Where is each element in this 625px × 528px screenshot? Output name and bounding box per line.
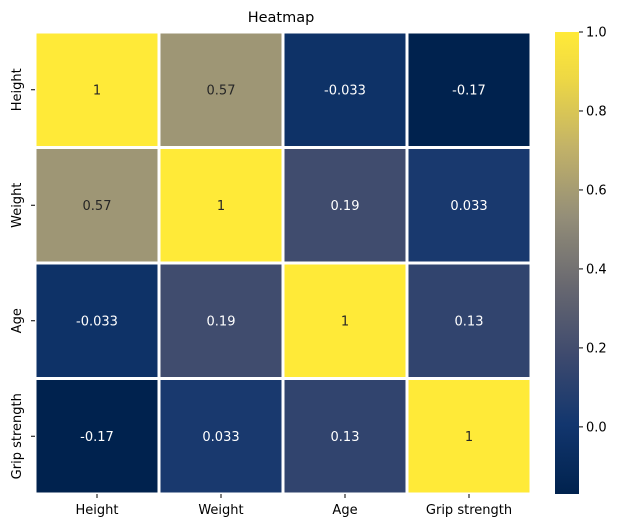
x-tick-label: Weight <box>198 503 243 518</box>
chart-title: Heatmap <box>248 10 315 26</box>
cell-label: 0.19 <box>207 314 236 329</box>
heatmap-cell <box>405 30 533 149</box>
x-tick-label: Height <box>76 503 119 518</box>
cell-label: 0.57 <box>207 83 236 98</box>
heatmap-cells: 1 0.57 -0.033 -0.17 0.57 1 0.19 0.033 -0.033 0.19… <box>33 30 533 496</box>
heatmap-cell <box>157 146 285 265</box>
heatmap-cell <box>405 146 533 265</box>
x-axis: Height Weight Age Grip strength <box>76 494 512 518</box>
colorbar-tick-label: 1.0 <box>586 26 607 41</box>
heatmap-cell <box>157 30 285 149</box>
cell-label: 1 <box>341 314 349 329</box>
cell-label: 0.13 <box>455 314 484 329</box>
heatmap-cell <box>157 261 285 380</box>
colorbar-tick-label: 0.4 <box>586 262 607 277</box>
heatmap-cell <box>157 377 285 496</box>
colorbar-tick-label: 0.8 <box>586 104 607 119</box>
cell-label: 0.57 <box>83 199 112 214</box>
cell-label: -0.17 <box>80 430 114 445</box>
cell-label: -0.17 <box>452 83 486 98</box>
heatmap-cell <box>405 261 533 380</box>
cell-label: 1 <box>217 199 225 214</box>
cell-label: 0.033 <box>450 199 487 214</box>
cell-label: -0.033 <box>324 83 366 98</box>
heatmap-cell <box>405 377 533 496</box>
y-tick-label: Weight <box>10 183 25 228</box>
cell-label: 0.19 <box>331 199 360 214</box>
cell-label: -0.033 <box>76 314 118 329</box>
y-tick-label: Age <box>10 308 25 333</box>
y-tick-label: Grip strength <box>10 393 25 479</box>
y-tick-label: Height <box>10 68 25 111</box>
colorbar-tick-label: 0.2 <box>586 341 607 356</box>
x-tick-label: Grip strength <box>426 503 512 518</box>
colorbar-tick-label: 0.0 <box>586 420 607 435</box>
x-tick-label: Age <box>332 503 357 518</box>
colorbar-gradient <box>555 32 579 494</box>
cell-label: 0.13 <box>331 430 360 445</box>
cell-label: 1 <box>465 430 473 445</box>
cell-label: 0.033 <box>202 430 239 445</box>
colorbar: 0.0 0.2 0.4 0.6 0.8 1.0 <box>555 26 607 494</box>
cell-label: 1 <box>93 83 101 98</box>
colorbar-tick-label: 0.6 <box>586 183 607 198</box>
y-axis: Height Weight Age Grip strength <box>10 68 35 479</box>
